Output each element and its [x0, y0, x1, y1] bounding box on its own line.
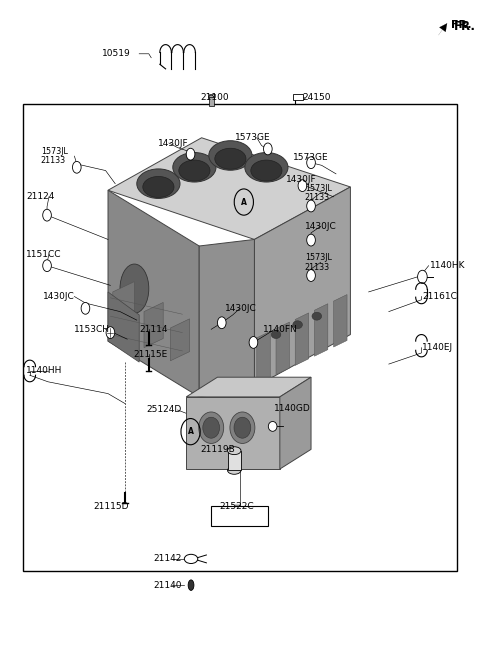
Ellipse shape — [228, 447, 241, 455]
Text: 1151CC: 1151CC — [26, 250, 62, 259]
Ellipse shape — [293, 321, 302, 329]
Text: 1430JC: 1430JC — [43, 292, 75, 301]
Circle shape — [307, 270, 315, 281]
Circle shape — [307, 157, 315, 169]
Text: 21119B: 21119B — [201, 445, 235, 454]
Text: 1140GD: 1140GD — [274, 403, 311, 413]
Text: 1573GE: 1573GE — [235, 133, 271, 142]
Polygon shape — [186, 377, 311, 397]
Ellipse shape — [215, 148, 246, 169]
Text: FR.: FR. — [451, 20, 472, 30]
Text: 1430JC: 1430JC — [305, 222, 336, 231]
Circle shape — [106, 327, 115, 338]
Polygon shape — [108, 292, 139, 362]
Polygon shape — [254, 187, 350, 387]
Circle shape — [72, 161, 81, 173]
Text: 21161C: 21161C — [422, 292, 457, 301]
Circle shape — [249, 337, 258, 348]
Text: 21140: 21140 — [154, 581, 182, 590]
Text: 1140EJ: 1140EJ — [422, 343, 454, 352]
Text: 1573JL
21133: 1573JL 21133 — [305, 253, 332, 272]
Polygon shape — [280, 377, 311, 469]
Polygon shape — [108, 190, 199, 397]
Text: 1140HH: 1140HH — [26, 366, 63, 375]
Ellipse shape — [120, 264, 149, 314]
Polygon shape — [170, 319, 190, 361]
Ellipse shape — [230, 412, 255, 443]
Bar — [211, 506, 268, 526]
Ellipse shape — [143, 176, 174, 197]
Text: 21115E: 21115E — [133, 350, 168, 359]
Ellipse shape — [179, 160, 210, 181]
Text: 1430JF: 1430JF — [286, 175, 316, 184]
Ellipse shape — [173, 153, 216, 182]
Text: 21124: 21124 — [26, 192, 55, 201]
Ellipse shape — [312, 312, 322, 320]
Ellipse shape — [251, 160, 282, 181]
Text: 1140HK: 1140HK — [430, 261, 465, 270]
Ellipse shape — [245, 153, 288, 182]
Ellipse shape — [234, 417, 251, 438]
Ellipse shape — [268, 422, 277, 432]
Text: 1573JL
21133: 1573JL 21133 — [41, 147, 68, 165]
Bar — [293, 94, 303, 100]
Bar — [209, 97, 214, 106]
Text: 1140FN: 1140FN — [263, 325, 298, 334]
Text: 1573GE: 1573GE — [293, 153, 328, 162]
Text: 1430JF: 1430JF — [158, 138, 189, 148]
Text: A: A — [188, 427, 193, 436]
Polygon shape — [186, 397, 280, 469]
Circle shape — [298, 180, 307, 192]
Text: 21100: 21100 — [201, 92, 229, 102]
Bar — [228, 451, 241, 470]
Text: 1573JL
21133: 1573JL 21133 — [305, 184, 332, 202]
Polygon shape — [257, 331, 270, 384]
Text: 25124D: 25124D — [146, 405, 181, 415]
Ellipse shape — [209, 140, 252, 170]
Circle shape — [43, 260, 51, 272]
Text: 21522C: 21522C — [220, 502, 254, 511]
Text: 10519: 10519 — [102, 49, 131, 58]
Circle shape — [418, 270, 427, 283]
Ellipse shape — [137, 169, 180, 198]
Polygon shape — [199, 239, 254, 397]
Circle shape — [186, 148, 195, 160]
Text: FR.: FR. — [454, 20, 476, 33]
Text: 24150: 24150 — [302, 92, 331, 102]
Ellipse shape — [228, 466, 241, 474]
Ellipse shape — [199, 412, 224, 443]
Polygon shape — [113, 281, 134, 335]
Circle shape — [217, 317, 226, 329]
Ellipse shape — [209, 95, 214, 99]
Ellipse shape — [271, 331, 281, 338]
Circle shape — [307, 200, 315, 212]
Circle shape — [43, 209, 51, 221]
Ellipse shape — [203, 417, 219, 438]
Polygon shape — [314, 304, 328, 356]
Text: A: A — [241, 197, 247, 207]
Polygon shape — [144, 302, 163, 348]
Ellipse shape — [188, 580, 194, 590]
Polygon shape — [276, 322, 289, 375]
Polygon shape — [334, 295, 347, 347]
Bar — [23, 104, 457, 571]
Circle shape — [307, 234, 315, 246]
Text: 21115D: 21115D — [94, 502, 129, 511]
Ellipse shape — [184, 554, 198, 564]
Polygon shape — [108, 138, 350, 239]
Text: 21142: 21142 — [154, 554, 182, 564]
Text: 1153CH: 1153CH — [74, 325, 110, 334]
Circle shape — [264, 143, 272, 155]
Text: 21114: 21114 — [139, 325, 168, 334]
Circle shape — [81, 302, 90, 314]
Text: 1430JC: 1430JC — [225, 304, 256, 313]
Polygon shape — [295, 313, 309, 365]
